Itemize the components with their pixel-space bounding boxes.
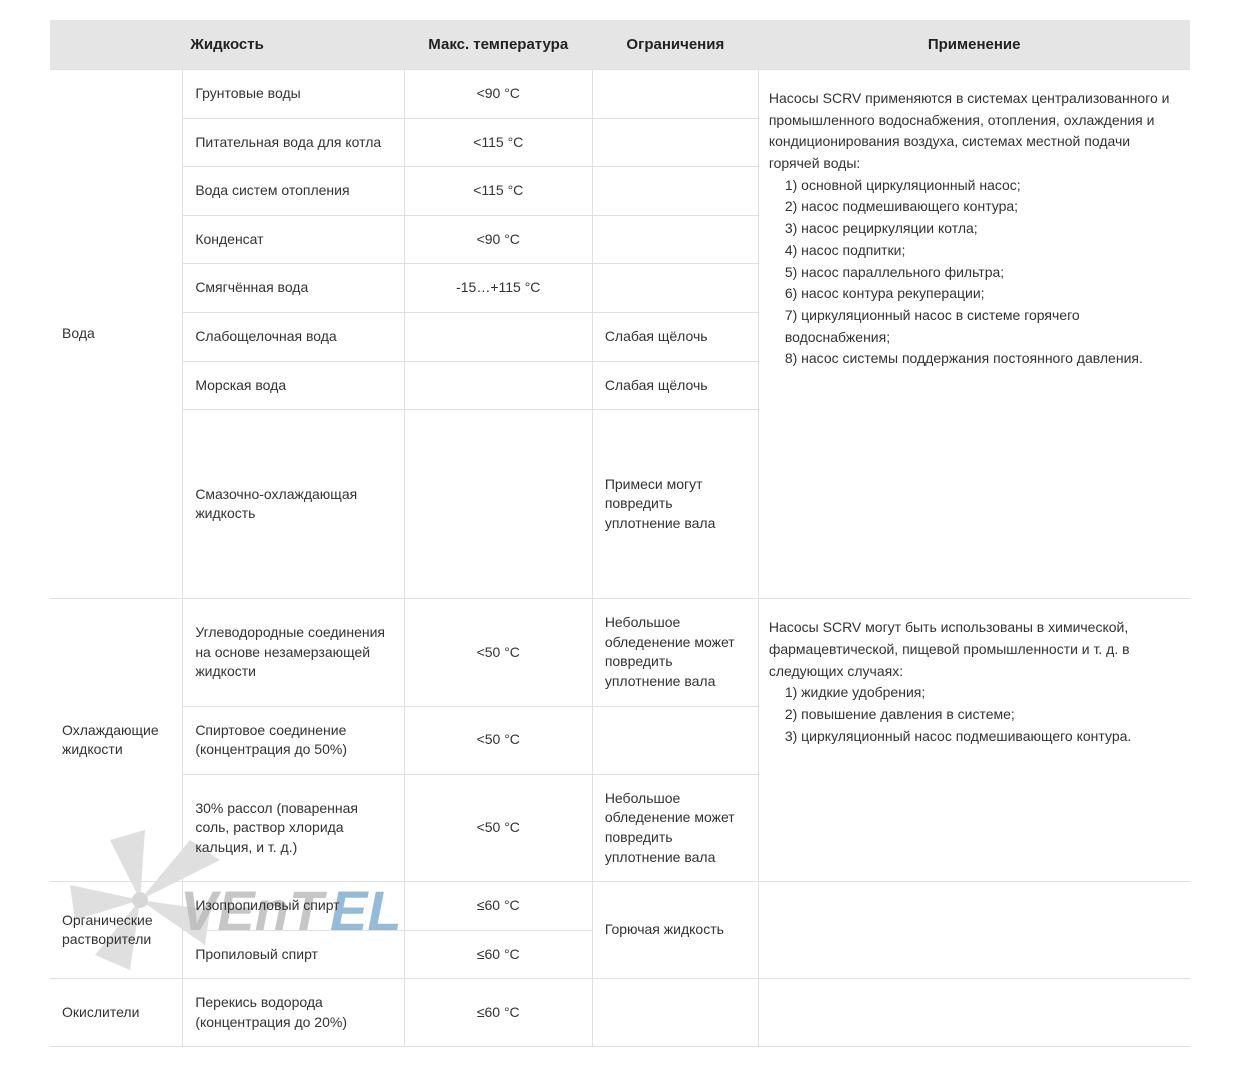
table-row: Окислители Перекись водорода (концентрац… <box>50 979 1190 1047</box>
cell-temp: -15…+115 °C <box>404 264 592 313</box>
table-header-row: Жидкость Макс. температура Ограничения П… <box>50 20 1190 70</box>
cell-liquid: Конденсат <box>183 215 404 264</box>
group-name: Охлаждающие жидкости <box>50 599 183 882</box>
cell-application: Насосы SCRV могут быть использованы в хи… <box>758 599 1190 882</box>
cell-application <box>758 979 1190 1047</box>
cell-limit: Горючая жидкость <box>592 882 758 979</box>
cell-liquid: Морская вода <box>183 361 404 410</box>
cell-temp: <115 °C <box>404 118 592 167</box>
cell-limit <box>592 70 758 119</box>
cell-liquid: Изопропиловый спирт <box>183 882 404 931</box>
cell-temp <box>404 312 592 361</box>
cell-liquid: Питательная вода для котла <box>183 118 404 167</box>
application-item: 2) насос подмешивающего контура; <box>769 196 1182 218</box>
cell-liquid: Грунтовые воды <box>183 70 404 119</box>
group-name: Органические растворители <box>50 882 183 979</box>
cell-limit <box>592 979 758 1047</box>
cell-temp <box>404 410 592 599</box>
cell-limit <box>592 118 758 167</box>
table-row: Охлаждающие жидкости Углеводородные соед… <box>50 599 1190 706</box>
application-item: 3) циркуляционный насос подмешивающего к… <box>769 726 1182 748</box>
col-temp: Макс. температура <box>404 20 592 70</box>
cell-liquid: Смягчённая вода <box>183 264 404 313</box>
cell-application: Насосы SCRV применяются в системах центр… <box>758 70 1190 599</box>
cell-liquid: Спиртовое соединение (концентрация до 50… <box>183 706 404 774</box>
cell-limit <box>592 215 758 264</box>
application-item: 4) насос подпитки; <box>769 240 1182 262</box>
col-application: Применение <box>758 20 1190 70</box>
application-item: 6) насос контура рекуперации; <box>769 283 1182 305</box>
application-item: 8) насос системы поддержания постоянного… <box>769 348 1182 370</box>
cell-limit: Небольшое обледенение может повредить уп… <box>592 774 758 881</box>
application-item: 1) основной циркуляционный насос; <box>769 175 1182 197</box>
table-row: Вода Грунтовые воды <90 °C Насосы SCRV п… <box>50 70 1190 119</box>
application-item: 3) насос рециркуляции котла; <box>769 218 1182 240</box>
cell-temp: ≤60 °C <box>404 882 592 931</box>
cell-temp: ≤60 °C <box>404 930 592 979</box>
cell-temp: <50 °C <box>404 706 592 774</box>
cell-limit <box>592 167 758 216</box>
cell-limit: Небольшое обледенение может повредить уп… <box>592 599 758 706</box>
cell-temp <box>404 361 592 410</box>
group-name: Окислители <box>50 979 183 1047</box>
application-item: 1) жидкие удобрения; <box>769 682 1182 704</box>
application-item: 2) повышение давления в системе; <box>769 704 1182 726</box>
cell-liquid: Вода систем отопления <box>183 167 404 216</box>
application-item: 5) насос параллельного фильтра; <box>769 262 1182 284</box>
application-intro: Насосы SCRV применяются в системах центр… <box>769 90 1170 171</box>
group-name: Вода <box>50 70 183 599</box>
application-intro: Насосы SCRV могут быть использованы в хи… <box>769 619 1130 678</box>
cell-liquid: Смазочно-охлаждающая жидкость <box>183 410 404 599</box>
cell-liquid: Слабощелочная вода <box>183 312 404 361</box>
cell-application <box>758 882 1190 979</box>
cell-limit: Слабая щёлочь <box>592 312 758 361</box>
cell-temp: <90 °C <box>404 70 592 119</box>
cell-liquid: 30% рассол (поваренная соль, раствор хло… <box>183 774 404 881</box>
col-limit: Ограничения <box>592 20 758 70</box>
cell-liquid: Пропиловый спирт <box>183 930 404 979</box>
cell-limit <box>592 264 758 313</box>
cell-liquid: Перекись водорода (концентрация до 20%) <box>183 979 404 1047</box>
cell-temp: <115 °C <box>404 167 592 216</box>
cell-temp: <50 °C <box>404 774 592 881</box>
cell-temp: ≤60 °C <box>404 979 592 1047</box>
cell-limit <box>592 706 758 774</box>
cell-limit: Слабая щёлочь <box>592 361 758 410</box>
application-item: 7) циркуляционный насос в системе горяче… <box>769 305 1182 348</box>
cell-limit: Примеси могут повредить уплотнение вала <box>592 410 758 599</box>
col-liquid: Жидкость <box>50 20 404 70</box>
liquids-table: Жидкость Макс. температура Ограничения П… <box>50 20 1190 1047</box>
cell-liquid: Углеводородные соединения на основе неза… <box>183 599 404 706</box>
table-row: Органические растворители Изопропиловый … <box>50 882 1190 931</box>
cell-temp: <50 °C <box>404 599 592 706</box>
cell-temp: <90 °C <box>404 215 592 264</box>
